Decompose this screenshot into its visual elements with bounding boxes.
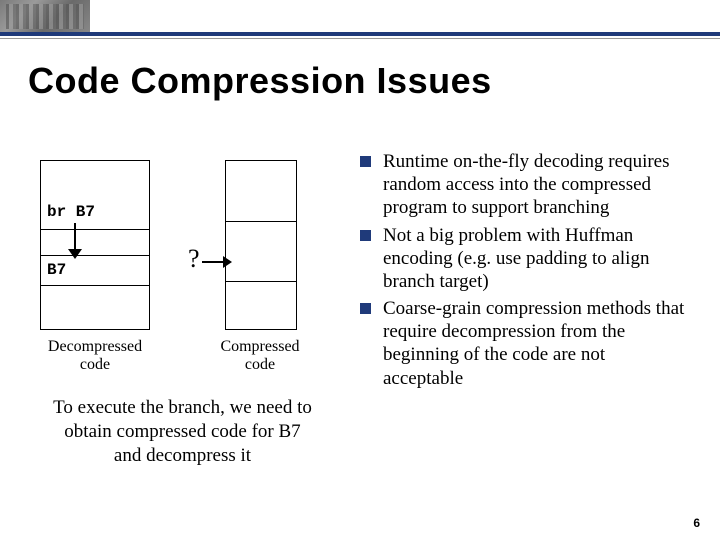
bullet-text: Not a big problem with Huffman encoding … — [383, 224, 690, 294]
compressed-box — [225, 160, 297, 330]
box-divider — [41, 285, 149, 286]
bullet-text: Runtime on-the-fly decoding requires ran… — [383, 150, 690, 220]
square-bullet-icon — [360, 230, 371, 241]
list-item: Not a big problem with Huffman encoding … — [360, 224, 690, 294]
accent-bar-thin — [0, 38, 720, 39]
page-number: 6 — [693, 516, 700, 530]
square-bullet-icon — [360, 156, 371, 167]
list-item: Coarse-grain compression methods that re… — [360, 297, 690, 390]
box-divider — [226, 281, 296, 282]
code-diagram: br B7 B7 ? Decompressed code Compressed … — [40, 160, 340, 490]
branch-instruction: br B7 — [47, 203, 95, 221]
accent-bar — [0, 32, 720, 36]
branch-target-label: B7 — [47, 261, 66, 279]
decompressed-box: br B7 B7 — [40, 160, 150, 330]
box-divider — [41, 255, 149, 256]
diagram-caption: To execute the branch, we need to obtain… — [50, 396, 315, 467]
box-divider — [41, 229, 149, 230]
square-bullet-icon — [360, 303, 371, 314]
list-item: Runtime on-the-fly decoding requires ran… — [360, 150, 690, 220]
bullet-text: Coarse-grain compression methods that re… — [383, 297, 690, 390]
bullet-list: Runtime on-the-fly decoding requires ran… — [360, 150, 690, 394]
slide-title: Code Compression Issues — [28, 60, 492, 102]
question-mark: ? — [188, 244, 200, 274]
lookup-arrow-icon — [202, 261, 224, 263]
box-divider — [226, 221, 296, 222]
compressed-label: Compressed code — [210, 338, 310, 375]
decompressed-label: Decompressed code — [34, 338, 156, 375]
slide-logo — [0, 0, 90, 33]
